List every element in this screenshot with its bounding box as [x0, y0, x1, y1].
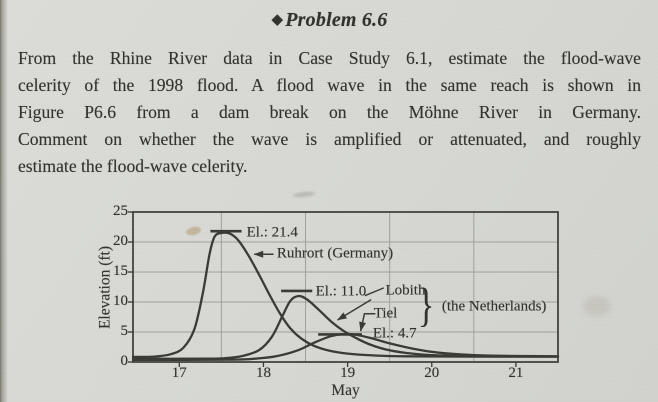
annotation-arrow — [359, 312, 376, 332]
curve-tiel — [131, 332, 560, 362]
curve-ruhrort-germany — [131, 231, 560, 359]
problem-title: ◆ Problem 6.6 — [18, 9, 641, 32]
x-axis-title: May — [331, 382, 360, 399]
netherlands-brace: } — [417, 278, 435, 332]
problem-statement-line: Comment on whether the wave is amplified… — [18, 129, 641, 149]
y-tick-label: 0 — [120, 352, 129, 369]
x-tick-label: 19 — [340, 365, 356, 381]
x-tick-label: 18 — [255, 365, 271, 381]
x-tick-label: 20 — [424, 365, 440, 381]
problem-statement-line: Figure P6.6 from a dam break on the Möhn… — [18, 102, 641, 122]
netherlands-group-label: (the Netherlands) — [441, 298, 547, 315]
problem-statement-line: estimate the flood-wave celerity. — [18, 156, 248, 176]
tiel-station-label: Tiel — [373, 305, 398, 322]
ruhrort-peak-elevation-label: El.: 21.4 — [246, 224, 298, 241]
problem-title-text: Problem 6.6 — [285, 9, 388, 31]
plot-frame — [132, 211, 559, 363]
lobith-peak-elevation-label: El.: 11.0 — [315, 283, 367, 300]
figure-flood-wave-chart: Elevation (ft) May 17 18 19 20 21 0 5 10 15 20 25 E… — [88, 195, 588, 402]
x-tick-label: 21 — [508, 365, 524, 381]
y-tick-label: 5 — [120, 322, 129, 339]
x-tick-label: 17 — [171, 365, 187, 381]
page-edge-shadow — [0, 0, 8, 402]
y-tick-label: 25 — [113, 202, 128, 219]
annotation-arrow — [337, 298, 372, 321]
y-tick-label: 15 — [113, 262, 128, 279]
problem-statement: From the Rhine River data in Case Study … — [18, 45, 641, 180]
ruhrort-station-label: Ruhrort (Germany) — [276, 245, 394, 262]
tiel-peak-elevation-label: El.: 4.7 — [372, 325, 417, 341]
flood-hydrograph-plot — [128, 211, 560, 367]
annotation-leader — [364, 287, 385, 297]
y-tick-label: 10 — [113, 292, 128, 309]
lobith-station-label: Lobith — [385, 282, 426, 299]
diamond-icon: ◆ — [271, 12, 284, 28]
problem-statement-line: celerity of the 1998 flood. A flood wave… — [18, 75, 641, 95]
y-tick-label: 20 — [113, 232, 128, 249]
curve-lobith — [131, 294, 560, 360]
problem-statement-line: From the Rhine River data in Case Study … — [18, 48, 641, 68]
